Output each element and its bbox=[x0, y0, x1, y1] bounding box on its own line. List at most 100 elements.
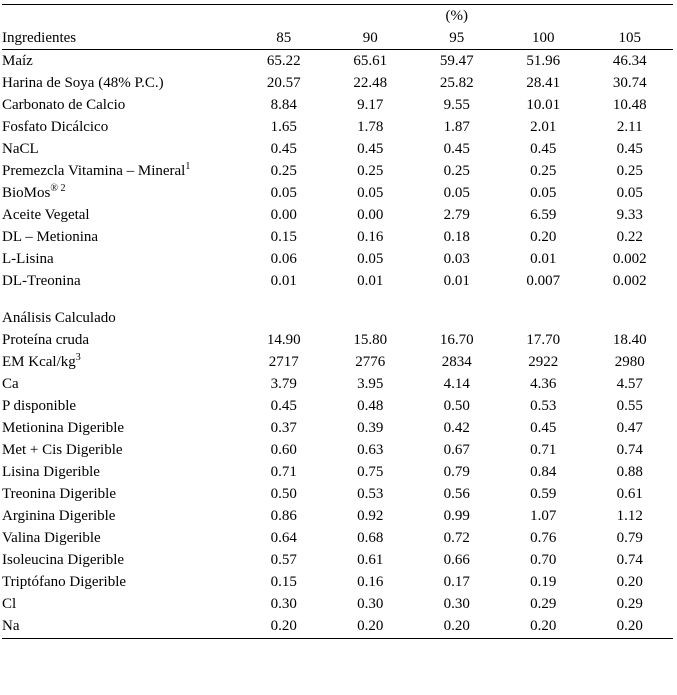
row-value: 9.55 bbox=[413, 94, 500, 116]
row-label: Aceite Vegetal bbox=[2, 204, 240, 226]
row-value: 0.48 bbox=[327, 396, 414, 418]
row-label: DL-Treonina bbox=[2, 270, 240, 292]
row-value: 14.90 bbox=[240, 330, 327, 352]
row-label: EM Kcal/kg3 bbox=[2, 352, 240, 374]
row-value: 0.05 bbox=[240, 182, 327, 204]
row-value: 0.72 bbox=[413, 528, 500, 550]
row-value: 2.01 bbox=[500, 116, 587, 138]
row-value: 0.30 bbox=[327, 594, 414, 616]
composition-table: (%) Ingredientes 85 90 95 100 105 Maíz65… bbox=[2, 4, 673, 639]
blank-cell bbox=[586, 5, 673, 28]
blank-cell bbox=[240, 5, 327, 28]
row-value: 0.66 bbox=[413, 550, 500, 572]
header-percent-row: (%) bbox=[2, 5, 673, 28]
row-label: Ca bbox=[2, 374, 240, 396]
row-value: 25.82 bbox=[413, 72, 500, 94]
table-row: Isoleucina Digerible0.570.610.660.700.74 bbox=[2, 550, 673, 572]
header-level: 95 bbox=[413, 27, 500, 50]
row-value: 0.61 bbox=[327, 550, 414, 572]
table-row: Lisina Digerible0.710.750.790.840.88 bbox=[2, 462, 673, 484]
row-value: 0.68 bbox=[327, 528, 414, 550]
row-value: 9.17 bbox=[327, 94, 414, 116]
row-value: 1.65 bbox=[240, 116, 327, 138]
row-label: Met + Cis Digerible bbox=[2, 440, 240, 462]
row-value: 28.41 bbox=[500, 72, 587, 94]
table-row: Aceite Vegetal0.000.002.796.599.33 bbox=[2, 204, 673, 226]
row-value: 4.14 bbox=[413, 374, 500, 396]
row-value: 2717 bbox=[240, 352, 327, 374]
row-value: 0.15 bbox=[240, 226, 327, 248]
row-value: 0.01 bbox=[413, 270, 500, 292]
row-value: 6.59 bbox=[500, 204, 587, 226]
row-value: 9.33 bbox=[586, 204, 673, 226]
row-label: Harina de Soya (48% P.C.) bbox=[2, 72, 240, 94]
table-row: P disponible0.450.480.500.530.55 bbox=[2, 396, 673, 418]
header-level: 90 bbox=[327, 27, 414, 50]
row-value: 2834 bbox=[413, 352, 500, 374]
row-value: 2.11 bbox=[586, 116, 673, 138]
row-value: 0.01 bbox=[240, 270, 327, 292]
row-value: 0.39 bbox=[327, 418, 414, 440]
row-value: 0.05 bbox=[586, 182, 673, 204]
row-value: 10.01 bbox=[500, 94, 587, 116]
row-value: 65.61 bbox=[327, 50, 414, 73]
row-label: Isoleucina Digerible bbox=[2, 550, 240, 572]
row-value: 18.40 bbox=[586, 330, 673, 352]
table-row: Maíz65.2265.6159.4751.9646.34 bbox=[2, 50, 673, 73]
row-value: 0.20 bbox=[240, 616, 327, 639]
row-value: 3.95 bbox=[327, 374, 414, 396]
row-value: 0.86 bbox=[240, 506, 327, 528]
row-value: 4.57 bbox=[586, 374, 673, 396]
table-row: Na0.200.200.200.200.20 bbox=[2, 616, 673, 639]
row-value: 0.88 bbox=[586, 462, 673, 484]
row-value: 30.74 bbox=[586, 72, 673, 94]
row-value: 0.79 bbox=[586, 528, 673, 550]
blank-cell bbox=[327, 5, 414, 28]
row-value: 0.75 bbox=[327, 462, 414, 484]
row-value: 0.63 bbox=[327, 440, 414, 462]
row-value: 1.87 bbox=[413, 116, 500, 138]
header-level: 85 bbox=[240, 27, 327, 50]
row-label: Proteína cruda bbox=[2, 330, 240, 352]
row-value: 0.74 bbox=[586, 440, 673, 462]
row-value: 0.45 bbox=[240, 138, 327, 160]
row-value: 22.48 bbox=[327, 72, 414, 94]
row-value: 51.96 bbox=[500, 50, 587, 73]
row-value: 0.79 bbox=[413, 462, 500, 484]
row-value: 0.50 bbox=[240, 484, 327, 506]
row-value: 0.25 bbox=[500, 160, 587, 182]
table-row: Cl0.300.300.300.290.29 bbox=[2, 594, 673, 616]
table-row: Carbonato de Calcio8.849.179.5510.0110.4… bbox=[2, 94, 673, 116]
row-value: 0.05 bbox=[327, 182, 414, 204]
row-value: 0.59 bbox=[500, 484, 587, 506]
table-row: Proteína cruda14.9015.8016.7017.7018.40 bbox=[2, 330, 673, 352]
row-value: 0.20 bbox=[586, 616, 673, 639]
row-value: 3.79 bbox=[240, 374, 327, 396]
row-label: Arginina Digerible bbox=[2, 506, 240, 528]
row-value: 0.30 bbox=[413, 594, 500, 616]
row-label: L-Lisina bbox=[2, 248, 240, 270]
row-value: 2.79 bbox=[413, 204, 500, 226]
row-value: 10.48 bbox=[586, 94, 673, 116]
row-value: 0.20 bbox=[500, 616, 587, 639]
row-label: Valina Digerible bbox=[2, 528, 240, 550]
row-label: Triptófano Digerible bbox=[2, 572, 240, 594]
row-label: Treonina Digerible bbox=[2, 484, 240, 506]
row-value: 0.22 bbox=[586, 226, 673, 248]
table-row: Fosfato Dicálcico1.651.781.872.012.11 bbox=[2, 116, 673, 138]
row-value: 0.007 bbox=[500, 270, 587, 292]
row-label: Lisina Digerible bbox=[2, 462, 240, 484]
row-value: 0.01 bbox=[500, 248, 587, 270]
row-value: 15.80 bbox=[327, 330, 414, 352]
table-row: Premezcla Vitamina – Mineral10.250.250.2… bbox=[2, 160, 673, 182]
row-value: 0.17 bbox=[413, 572, 500, 594]
table-row: NaCL0.450.450.450.450.45 bbox=[2, 138, 673, 160]
row-value: 0.25 bbox=[240, 160, 327, 182]
row-label: Metionina Digerible bbox=[2, 418, 240, 440]
table-row: DL – Metionina0.150.160.180.200.22 bbox=[2, 226, 673, 248]
table-row: Ca3.793.954.144.364.57 bbox=[2, 374, 673, 396]
header-row-label: Ingredientes bbox=[2, 27, 240, 50]
row-value: 8.84 bbox=[240, 94, 327, 116]
table-row: Met + Cis Digerible0.600.630.670.710.74 bbox=[2, 440, 673, 462]
row-value: 0.61 bbox=[586, 484, 673, 506]
